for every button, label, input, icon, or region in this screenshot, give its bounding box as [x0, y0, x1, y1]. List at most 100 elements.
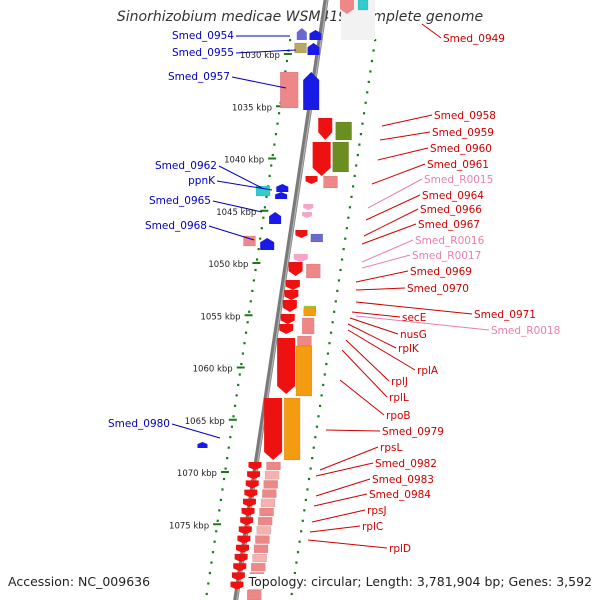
tick-dot — [207, 582, 210, 585]
feature-smed-0960 — [312, 142, 331, 176]
feature-smed-0966 — [302, 212, 313, 218]
tick-dot — [226, 457, 229, 460]
tick-dot — [326, 352, 330, 355]
tick-dot — [369, 70, 372, 73]
leader-left — [218, 165, 263, 189]
feature-smed-0957 — [303, 72, 320, 110]
gene-label-right: secE — [402, 312, 426, 324]
gene-label-right: rpsJ — [367, 505, 387, 517]
leader-right — [377, 147, 429, 161]
leader-left — [212, 200, 263, 213]
feature-ribosomal-box-10 — [252, 553, 267, 563]
scale-label: 1055 kbp — [201, 312, 241, 322]
feature-ribosomal-6 — [240, 517, 254, 526]
feature-ribosomal-box-5 — [259, 507, 274, 517]
gene-label-left: Smed_0965 — [149, 195, 211, 207]
feature-ribosomal-9 — [236, 544, 250, 553]
leader-right — [371, 163, 426, 185]
scale-label: 1040 kbp — [224, 156, 264, 166]
tick-dot — [233, 404, 237, 407]
feature-smed-0964 — [303, 204, 314, 210]
tick-dot — [334, 300, 337, 303]
feature-smed-0965 — [269, 212, 282, 224]
leader-right — [355, 301, 473, 315]
leader-right — [347, 323, 397, 349]
feature-ppnk-b — [275, 192, 288, 199]
tick-dot — [219, 498, 222, 501]
leader-right — [379, 131, 431, 141]
gene-label-left: Smed_0962 — [155, 160, 217, 172]
tick-dot — [364, 101, 367, 104]
feature-rpoB — [277, 338, 296, 394]
tick-dot — [246, 321, 249, 324]
tick-dot — [276, 122, 279, 125]
feature-rplL — [297, 335, 312, 347]
tick-dot — [353, 174, 356, 178]
feature-smed-0959 — [335, 121, 352, 141]
feature-smed-0969 — [288, 262, 303, 276]
feature-nusG — [303, 307, 316, 317]
tick-dot — [244, 331, 248, 334]
tick-dot — [348, 206, 352, 209]
feature-ribosomal-3 — [244, 489, 258, 498]
tick-dot — [337, 279, 341, 282]
gene-label-right: Smed_R0016 — [415, 235, 485, 247]
gene-label-left: Smed_0968 — [145, 220, 207, 232]
gene-label-left: Smed_0954 — [172, 30, 234, 42]
tick-dot — [263, 206, 267, 209]
gene-label-right: Smed_R0018 — [491, 325, 560, 337]
gene-label-right: Smed_0959 — [432, 127, 494, 139]
feature-smed-0954b — [309, 30, 322, 40]
gene-label-right: Smed_0964 — [422, 190, 484, 202]
tick-dot — [325, 362, 328, 366]
leader-right — [355, 315, 490, 331]
tick-dot — [320, 394, 323, 397]
feature-smed-r0015 — [305, 176, 318, 184]
gene-label-right: Smed_0961 — [427, 159, 489, 171]
scale-label: 1045 kbp — [216, 208, 256, 218]
gene-label-right: rplK — [398, 343, 420, 355]
gene-label-right: rplL — [389, 392, 409, 404]
leader-right — [309, 525, 361, 533]
gene-label-right: Smed_R0017 — [412, 250, 481, 262]
feature-smed-0962 — [255, 185, 271, 197]
tick-dot — [243, 342, 246, 345]
feature-smed-0968 — [260, 238, 275, 250]
leader-right — [365, 194, 421, 221]
tick-dot — [273, 143, 276, 146]
left-gene-labels: Smed_0954 Smed_0955 Smed_0957 Smed_0962 ppnK… — [108, 30, 234, 430]
tick-dot — [344, 237, 347, 240]
tick-dot — [331, 321, 334, 324]
tick-dot — [350, 195, 353, 198]
feature-smed-r0016 — [293, 254, 308, 262]
tick-dot — [298, 540, 301, 543]
feature-ribosomal-box-7 — [256, 526, 272, 535]
gene-label-right: Smed_0970 — [407, 283, 469, 295]
leader-right — [339, 379, 385, 416]
tick-dot — [252, 279, 256, 282]
label-leaders — [171, 23, 490, 549]
tick-dot — [322, 383, 325, 387]
gene-label-left: ppnK — [188, 175, 216, 187]
gene-label-right: Smed_0969 — [410, 266, 472, 278]
feature-smed-0979 — [264, 398, 283, 460]
right-gene-labels: Smed_0949 Smed_0958 Smed_0959 Smed_0960 Smed… — [362, 33, 560, 555]
tick-dot — [249, 300, 252, 303]
tick-ring — [205, 39, 377, 596]
scale-label: 1070 kbp — [177, 469, 217, 479]
leader-left — [216, 180, 273, 191]
tick-dot — [274, 133, 278, 136]
tick-dot — [359, 133, 363, 136]
leader-right — [307, 539, 388, 549]
feature-ribosomal-box-4 — [260, 498, 276, 508]
tick-dot — [361, 122, 364, 125]
feature-ribosomal-4 — [242, 498, 256, 507]
tick-dot — [373, 39, 377, 42]
feature-ribosomal-box-6 — [257, 516, 273, 526]
tick-dot — [362, 112, 366, 115]
feature-ribosomal-11 — [233, 563, 247, 572]
leader-right — [367, 178, 423, 209]
tick-dot — [277, 112, 281, 115]
scale-label: 1030 kbp — [240, 51, 280, 61]
tick-dot — [240, 362, 243, 366]
